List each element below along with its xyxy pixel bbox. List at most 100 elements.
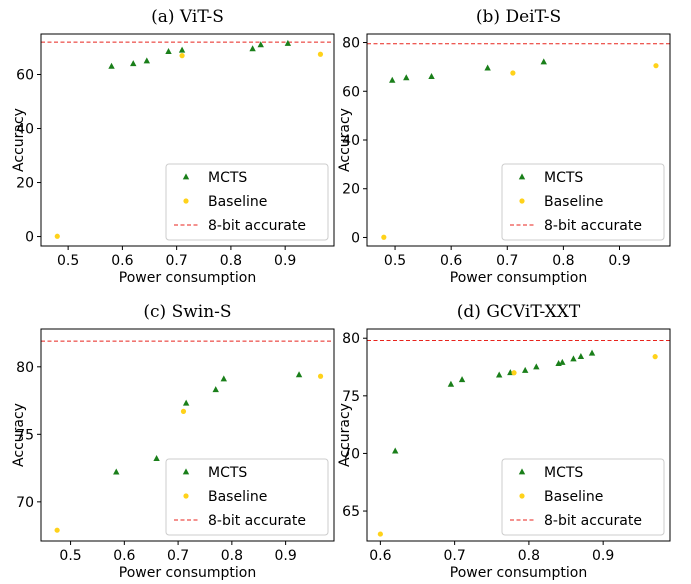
x-axis-label: Power consumption [119,270,256,286]
baseline-point [381,234,387,240]
x-tick-label: 0.5 [59,548,81,564]
x-tick-label: 0.6 [369,548,391,564]
mcts-point [392,447,399,454]
y-tick-label: 80 [16,360,34,376]
legend-marker-baseline [183,198,189,204]
baseline-point [377,531,383,537]
chart-panel-3: (c) Swin-S 0.5 0.6 0.7 0.8 0.9 70 75 80 Power con… [11,302,335,581]
mcts-point [577,353,585,360]
legend-label: Baseline [208,489,267,505]
legend-label: MCTS [544,170,583,186]
y-tick-label: 70 [16,495,34,511]
mcts-point [212,386,219,393]
legend-label: 8-bit accurate [544,513,642,529]
mcts-point [108,62,115,69]
mcts-point [182,399,190,406]
baseline-point [180,408,187,414]
mcts-point [220,375,227,382]
y-tick-label: 20 [342,182,360,198]
y-tick-label: 75 [16,427,34,443]
mcts-point [521,366,529,373]
x-tick-label: 0.7 [443,548,465,564]
x-tick-label: 0.8 [220,253,242,269]
x-tick-label: 0.6 [440,253,462,269]
legend-marker-mcts [182,468,190,475]
x-tick-label: 0.8 [221,548,243,564]
chart-panel-2: (b) DeiT-S 0.5 0.6 0.7 0.8 0.9 0 20 40 60 80 Power … [337,7,671,286]
mcts-point [495,371,503,378]
mcts-point [458,376,466,383]
x-tick-label: 0.8 [518,548,540,564]
legend-label: MCTS [208,465,247,481]
legend-marker-baseline [183,493,189,499]
baseline-point [510,70,516,76]
legend-marker-mcts [518,468,526,475]
y-tick-label: 75 [342,389,360,405]
legend-marker-baseline [519,493,525,499]
baseline-point [653,63,659,69]
mcts-point [533,363,540,370]
x-tick-label: 0.5 [384,253,406,269]
x-tick-label: 0.6 [113,548,135,564]
legend: MCTS Baseline 8-bit accurate [165,458,329,536]
y-axis-label: Accuracy [11,403,27,467]
mcts-point [284,39,292,46]
baseline-point [179,53,185,59]
legend-label: MCTS [208,170,247,186]
chart-panel-4: (d) GCViT-XXT 0.6 0.7 0.8 0.9 65 70 75 80 Power c… [337,302,671,581]
legend-box [501,163,665,241]
baseline-point [652,354,658,360]
mcts-point [484,64,491,71]
x-tick-label: 0.9 [274,548,296,564]
plot-frame [40,328,335,542]
mcts-point [403,74,410,81]
legend-box [165,163,329,241]
legend-box [165,458,329,536]
chart-panel-1: (a) ViT-S 0.5 0.6 0.7 0.8 0.9 0 20 40 60 Power con… [11,7,335,286]
legend-label: 8-bit accurate [544,218,642,234]
x-tick-label: 0.9 [274,253,296,269]
x-axis-label: Power consumption [119,565,256,581]
y-tick-label: 80 [342,36,360,52]
legend-marker-baseline [519,198,525,204]
y-tick-label: 60 [16,68,34,84]
baseline-point [54,527,60,533]
y-tick-label: 20 [16,176,34,192]
legend-marker-mcts [182,173,190,180]
plot-frame [40,33,335,247]
x-tick-label: 0.6 [111,253,133,269]
mcts-point [588,349,596,356]
mcts-point [559,358,566,365]
mcts-point [130,60,137,67]
mcts-point [249,45,256,52]
mcts-point [447,380,455,387]
mcts-point [570,355,577,362]
legend-label: Baseline [544,489,603,505]
mcts-point [295,371,303,378]
chart-title: (d) GCViT-XXT [457,302,581,322]
y-tick-label: 0 [25,230,34,246]
y-tick-label: 65 [342,504,360,520]
legend-label: Baseline [208,194,267,210]
legend-label: Baseline [544,194,603,210]
y-tick-label: 40 [16,122,34,138]
x-tick-label: 0.7 [496,253,518,269]
y-tick-label: 80 [342,331,360,347]
mcts-point [428,73,435,80]
chart-title: (a) ViT-S [151,7,224,27]
mcts-point [165,47,172,54]
mcts-point [113,468,120,475]
legend-label: 8-bit accurate [208,218,306,234]
x-tick-label: 0.7 [166,253,188,269]
y-tick-label: 40 [342,133,360,149]
chart-title: (b) DeiT-S [476,7,561,27]
legend: MCTS Baseline 8-bit accurate [501,458,665,536]
legend-label: MCTS [544,465,583,481]
x-tick-label: 0.8 [552,253,574,269]
x-axis-label: Power consumption [450,565,587,581]
baseline-point [317,51,324,57]
mcts-point [153,455,160,462]
x-tick-label: 0.9 [592,548,614,564]
y-tick-label: 70 [342,446,360,462]
